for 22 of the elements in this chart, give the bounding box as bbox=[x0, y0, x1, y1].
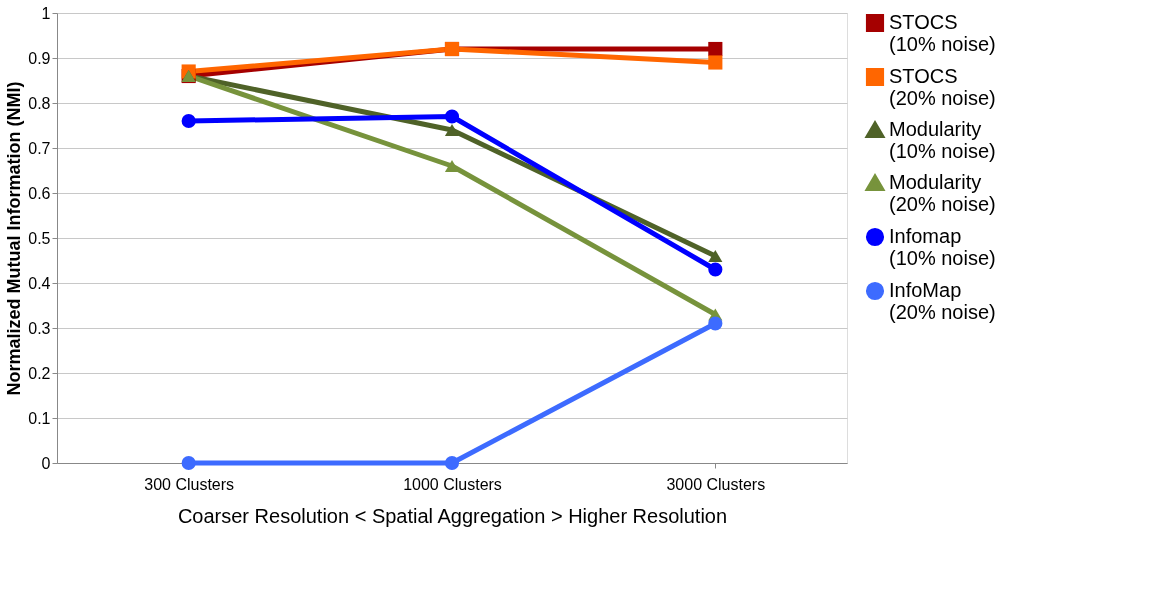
y-tick-label: 0.7 bbox=[28, 139, 51, 157]
legend-label: STOCS (20% noise) bbox=[889, 65, 996, 109]
legend-label: STOCS (10% noise) bbox=[889, 11, 996, 55]
legend-label: Infomap (10% noise) bbox=[889, 225, 996, 269]
legend-label: InfoMap (20% noise) bbox=[889, 279, 996, 323]
x-tick-label: 300 Clusters bbox=[144, 475, 235, 493]
y-tick-label: 0.3 bbox=[28, 319, 51, 337]
y-tick-label: 0.1 bbox=[28, 409, 51, 427]
x-axis-title: Coarser Resolution < Spatial Aggregation > Higher Resolution bbox=[177, 504, 728, 527]
x-tick-label: 3000 Clusters bbox=[666, 475, 766, 493]
y-tick-label: 0.6 bbox=[28, 184, 51, 202]
y-tick-label: 0.8 bbox=[28, 94, 51, 112]
y-axis-title: Normalized Mutual Information (NMI) bbox=[4, 81, 25, 396]
x-tick-label: 1000 Clusters bbox=[403, 475, 502, 493]
legend-label: Modularity (10% noise) bbox=[889, 118, 996, 162]
y-tick-label: 0 bbox=[41, 454, 51, 472]
y-tick-label: 0.9 bbox=[28, 49, 51, 67]
y-tick-label: 1 bbox=[41, 4, 51, 22]
y-tick-label: 0.4 bbox=[28, 274, 51, 292]
y-tick-label: 0.5 bbox=[28, 229, 51, 247]
y-tick-label: 0.2 bbox=[28, 364, 51, 382]
legend-label: Modularity (20% noise) bbox=[889, 171, 996, 215]
